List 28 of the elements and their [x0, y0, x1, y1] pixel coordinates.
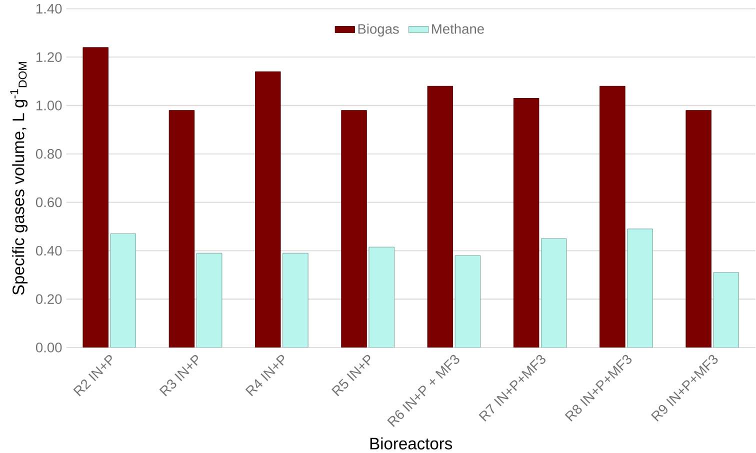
bar — [513, 98, 540, 348]
bar — [341, 110, 367, 348]
legend-label: Biogas — [358, 24, 399, 36]
y-tick-label: 0.20 — [36, 294, 62, 304]
bar — [368, 246, 394, 348]
bar — [168, 110, 195, 348]
bar — [255, 71, 281, 348]
y-tick-label: 1.20 — [36, 52, 62, 62]
y-tick-label: 0.60 — [36, 197, 62, 208]
y-tick-label: 1.40 — [36, 4, 62, 14]
bar — [196, 252, 222, 348]
bar — [282, 252, 308, 348]
bar — [82, 47, 108, 348]
y-tick-label: 0.00 — [36, 342, 62, 352]
bar — [713, 272, 739, 348]
y-tick-label: 0.40 — [36, 246, 62, 256]
bar — [627, 228, 653, 348]
bar — [540, 238, 567, 348]
y-axis-title: Specific gases volume, L g$^{-1}$DOM — [10, 62, 28, 295]
x-axis-title: Bioreactors — [370, 437, 452, 450]
bar — [600, 86, 626, 348]
legend-label: Methane — [432, 24, 484, 34]
y-tick-label: 0.80 — [36, 148, 62, 159]
bar — [686, 110, 712, 348]
y-tick-label: 1.00 — [36, 100, 62, 110]
bar — [427, 86, 454, 348]
bar — [110, 233, 136, 348]
bar — [454, 255, 481, 348]
